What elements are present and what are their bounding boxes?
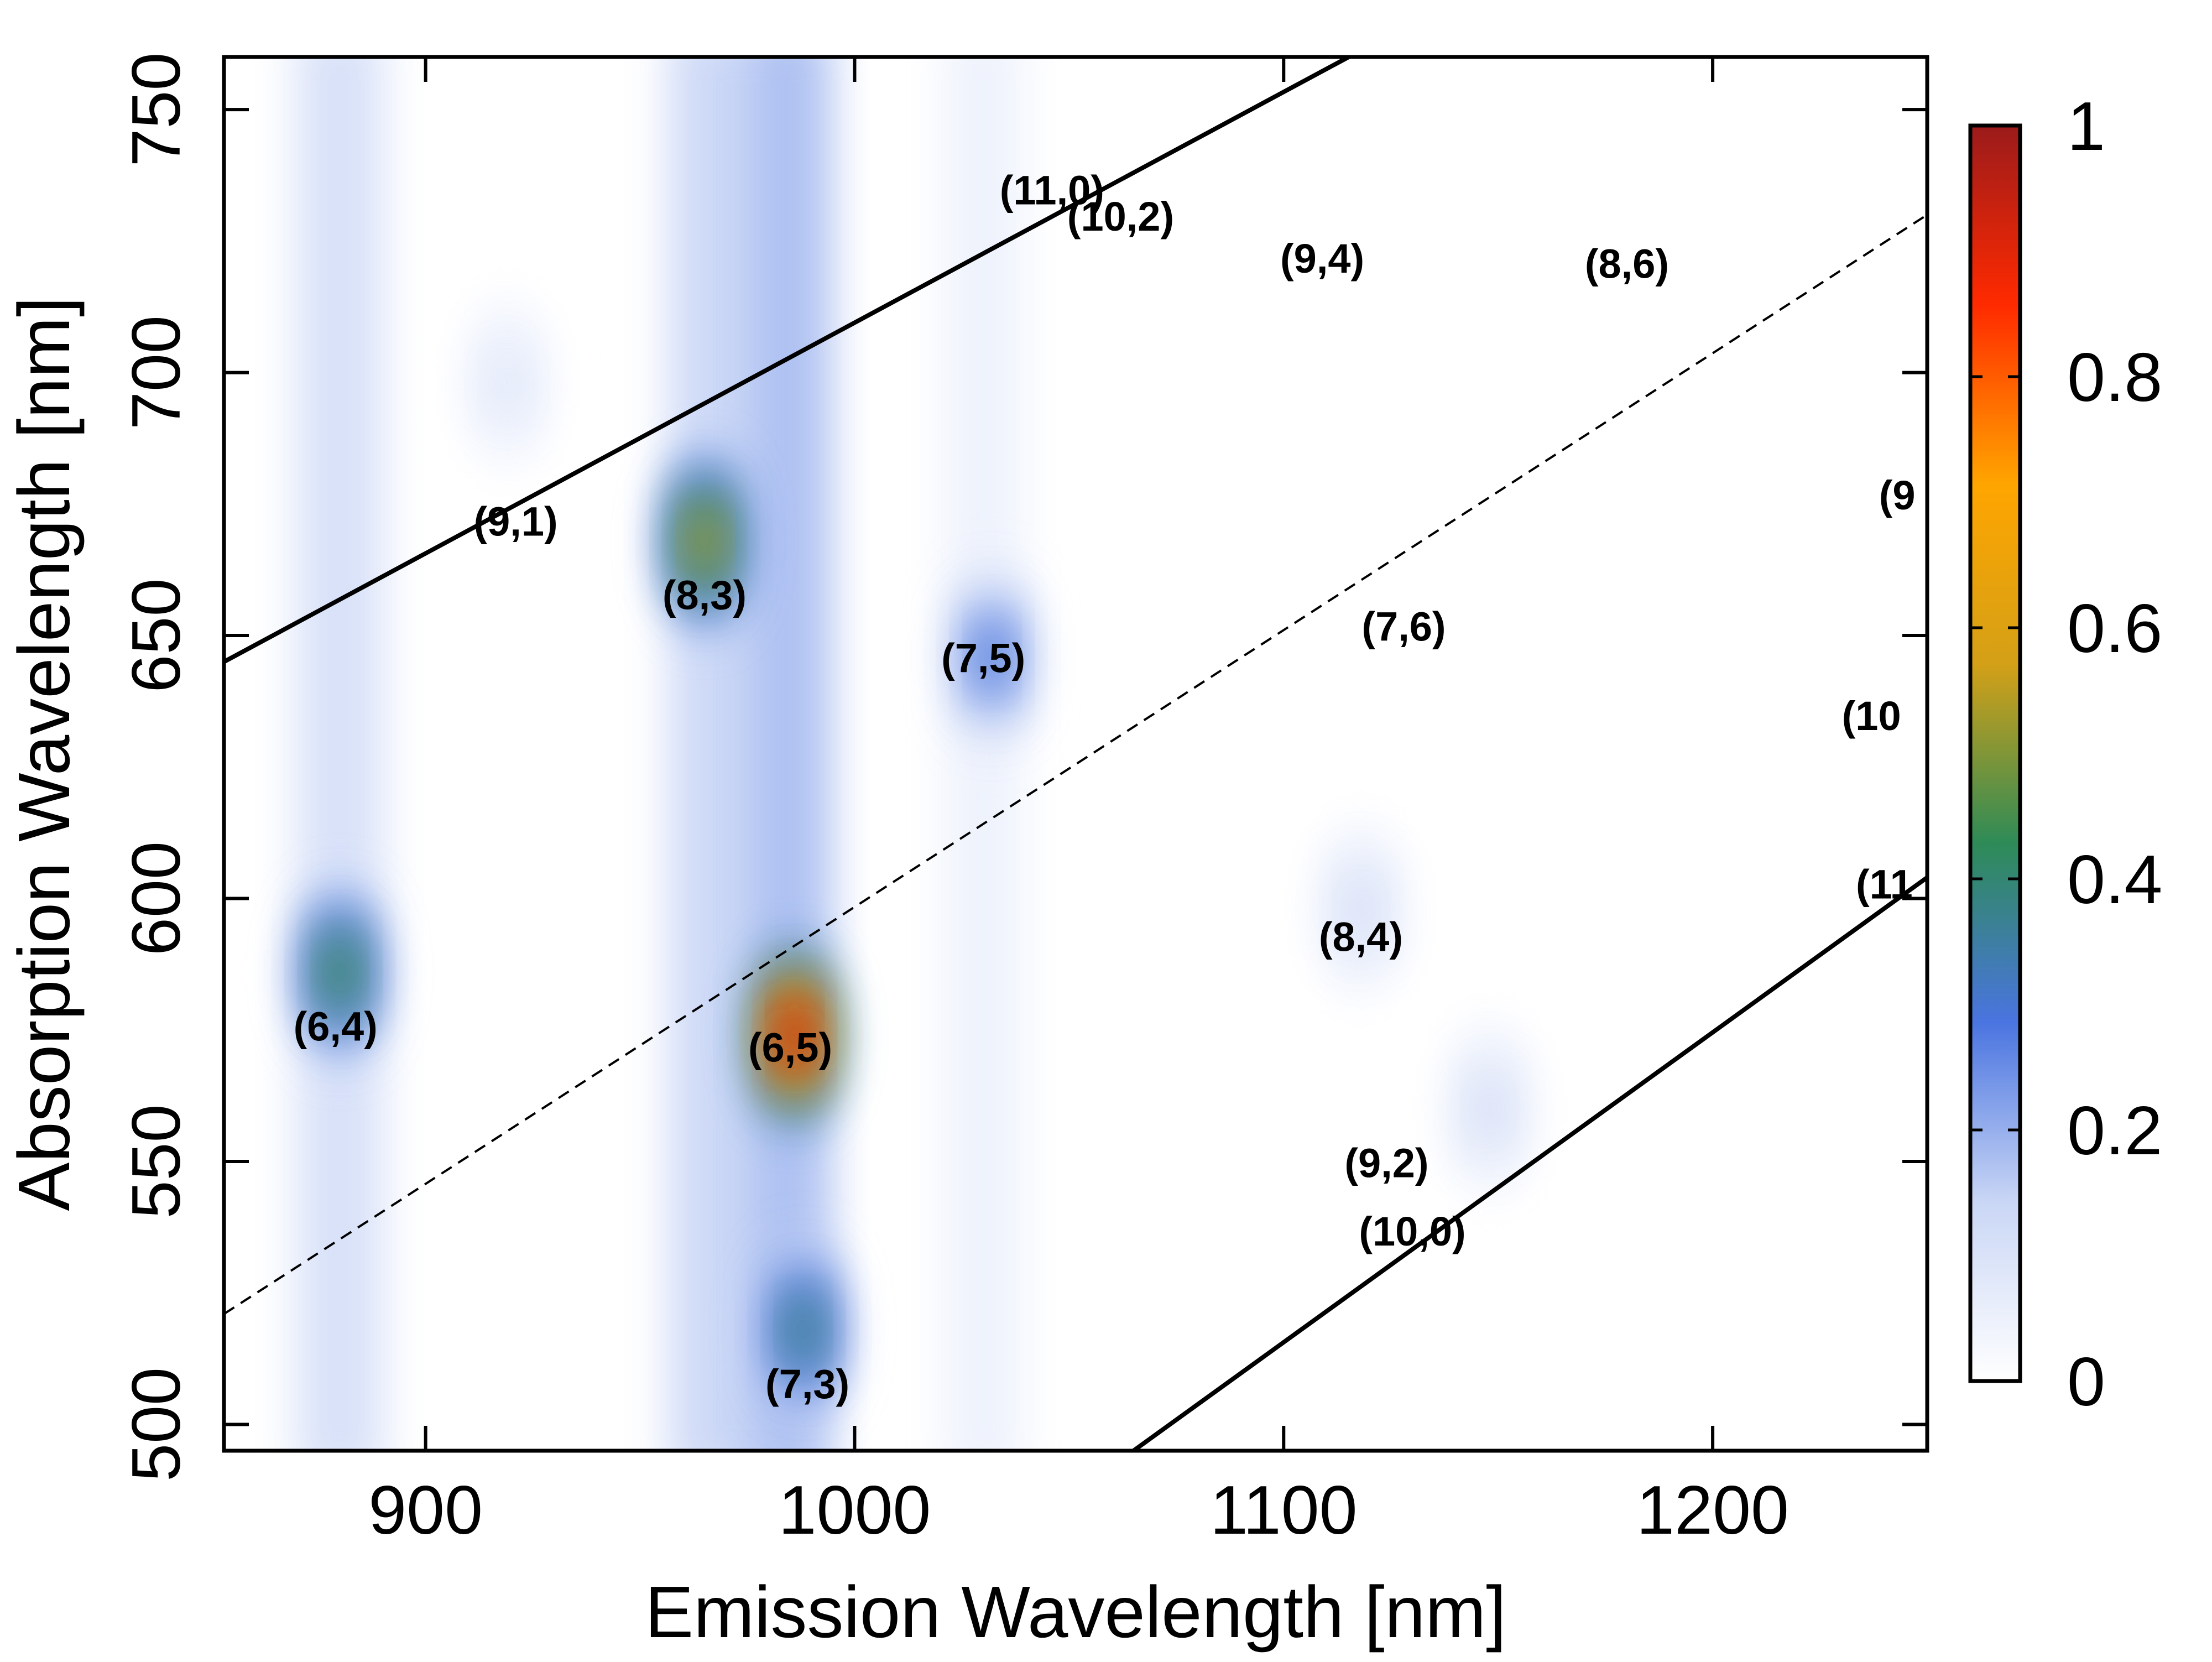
- colorbar-tick-label: 0.4: [2067, 842, 2162, 918]
- peak-blob: [657, 445, 752, 637]
- colorbar-gradient: [1968, 123, 2022, 1383]
- chirality-label: (11: [1856, 862, 1913, 908]
- solid-guide-line: [224, 57, 1354, 664]
- colorbar-tick-label: 0.8: [2067, 340, 2162, 416]
- x-tick-label: 1100: [1210, 1472, 1358, 1549]
- chirality-label: (10: [1842, 693, 1901, 739]
- y-tick-label: 500: [118, 1367, 195, 1482]
- guide-lines: [224, 57, 1927, 1451]
- colorbar: 0 0.2 0.4 0.6 0.8 1: [1968, 88, 2162, 1420]
- heatmap-density: [293, 57, 1537, 1451]
- peak-blob: [293, 877, 387, 1068]
- solid-guide-line: [1132, 876, 1927, 1451]
- chirality-label: (9: [1879, 472, 1916, 518]
- peak-blob: [1442, 1013, 1537, 1205]
- x-tick-label: 1000: [779, 1472, 931, 1549]
- chirality-label: (11,0): [1000, 167, 1104, 213]
- peak-blob: [945, 561, 1040, 752]
- x-axis-title: Emission Wavelength [nm]: [645, 1571, 1506, 1653]
- x-tick-label: 900: [368, 1472, 483, 1549]
- chirality-label: (10,2): [1067, 194, 1174, 239]
- peak-blob: [747, 940, 842, 1131]
- peak-contour: [325, 944, 355, 1001]
- plot-background: [224, 57, 1927, 1451]
- y-tick-label: 650: [118, 579, 195, 693]
- peak-contour: [779, 1007, 810, 1064]
- peak-contour: [977, 628, 1007, 685]
- y-tick-label: 600: [118, 841, 195, 956]
- chirality-label: (9,2): [1344, 1140, 1428, 1186]
- colorbar-tick-label: 1: [2067, 88, 2105, 165]
- chirality-label: (7,6): [1361, 604, 1446, 650]
- colorbar-tick-label: 0.2: [2067, 1093, 2162, 1169]
- peak-annotations: (11,0)(10,2) (9,4) (8,6) (9,1) (8,3) (7,5) (7,…: [294, 167, 1916, 1407]
- density-band: [296, 57, 383, 1451]
- chirality-label: (8,4): [1319, 914, 1403, 960]
- density-band: [945, 57, 1022, 1451]
- peak-blob: [756, 1234, 851, 1425]
- chirality-label: (6,5): [748, 1024, 832, 1070]
- chirality-label: (8,6): [1585, 241, 1669, 286]
- plot-frame: [222, 55, 1929, 1453]
- y-tick-label: 700: [118, 315, 195, 430]
- colorbar-tick-label: 0.6: [2067, 591, 2162, 667]
- peak-contour: [1474, 1081, 1505, 1137]
- chirality-label: (7,5): [941, 635, 1025, 681]
- peak-contour: [788, 1301, 818, 1358]
- y-tick-label: 750: [118, 53, 195, 167]
- chirality-label: (7,3): [765, 1361, 849, 1407]
- peak-contour: [1345, 881, 1376, 937]
- y-axis-title: Absorption Wavelength [nm]: [3, 296, 85, 1211]
- colorbar-ticks: 0 0.2 0.4 0.6 0.8 1: [1970, 88, 2162, 1420]
- chirality-label: (9,4): [1280, 236, 1364, 282]
- y-tick-label: 550: [118, 1104, 195, 1219]
- peak-blob: [460, 287, 555, 479]
- chirality-label: (9,1): [473, 498, 557, 544]
- colorbar-tick-label: 0: [2067, 1344, 2105, 1420]
- x-tick-label: 1200: [1636, 1472, 1789, 1549]
- peak-contour: [492, 355, 523, 411]
- peak-contour: [689, 513, 720, 569]
- chirality-label: (8,3): [662, 572, 747, 618]
- density-band: [752, 57, 829, 1451]
- peak-blob: [1313, 813, 1408, 1005]
- chirality-label: (10,0): [1359, 1208, 1465, 1254]
- chirality-label: (6,4): [294, 1003, 378, 1049]
- axis-ticks: 900 1000 1100 1200 500 550 600 650 700 750: [118, 53, 1927, 1549]
